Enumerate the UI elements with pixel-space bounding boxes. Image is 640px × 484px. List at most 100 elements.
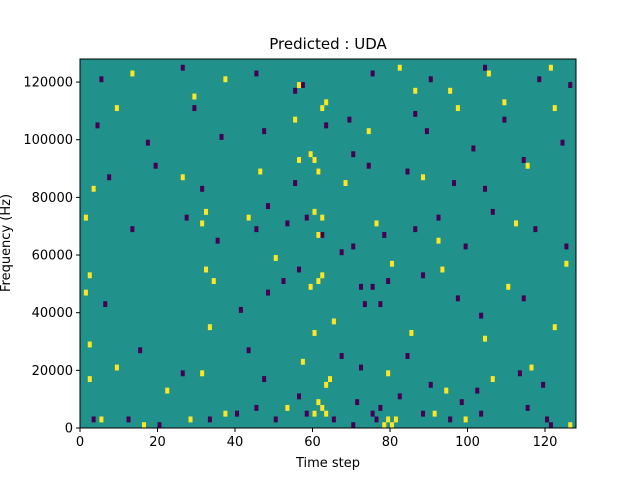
heatmap-cell <box>521 295 526 302</box>
heatmap-cell <box>424 128 429 135</box>
heatmap-cell <box>95 122 100 129</box>
heatmap-cell <box>165 387 170 394</box>
heatmap-cell <box>297 266 302 273</box>
heatmap-cell <box>386 416 391 423</box>
heatmap-cell <box>409 329 414 336</box>
heatmap-cell <box>215 237 220 244</box>
heatmap-cell <box>293 116 298 123</box>
heatmap-cell <box>370 410 375 417</box>
heatmap-cell <box>378 301 383 308</box>
heatmap-cell <box>564 243 569 250</box>
heatmap-cell <box>107 174 112 181</box>
x-axis: 0 20 40 60 80 100 120 <box>76 428 558 450</box>
heatmap-cell <box>374 220 379 227</box>
heatmap-cell <box>552 324 557 331</box>
heatmap-cell <box>99 76 104 83</box>
heatmap-cell <box>200 220 205 227</box>
y-tick-label: 120000 <box>23 76 73 91</box>
heatmap-cell <box>83 214 88 221</box>
heatmap-cell <box>370 70 375 77</box>
y-axis-label: Frequency (Hz) <box>0 194 14 292</box>
heatmap-cell <box>331 318 336 325</box>
x-tick-label: 60 <box>304 435 321 450</box>
heatmap-cell <box>207 416 212 423</box>
heatmap-cell <box>432 410 437 417</box>
heatmap-cell <box>184 214 189 221</box>
heatmap-cell <box>83 289 88 296</box>
heatmap-cell <box>273 255 278 261</box>
heatmap-cell <box>316 231 321 238</box>
heatmap-cell <box>324 381 329 388</box>
heatmap-cell <box>87 341 92 348</box>
heatmap-cell <box>463 243 468 250</box>
heatmap-cell <box>308 283 313 290</box>
heatmap-cell <box>421 272 426 279</box>
plot-frame <box>79 58 577 429</box>
heatmap-cell <box>502 116 507 123</box>
heatmap-cell <box>211 278 216 285</box>
heatmap-cell <box>324 410 329 417</box>
heatmap-cell <box>351 422 356 429</box>
heatmap-cell <box>514 220 519 227</box>
y-tick-label: 0 <box>65 422 73 437</box>
heatmap-cell <box>374 416 379 423</box>
heatmap-cell <box>316 399 321 406</box>
heatmap-cell <box>87 272 92 279</box>
heatmap-cell <box>413 87 418 94</box>
heatmap-cell <box>378 404 383 411</box>
heatmap-cell <box>455 105 460 112</box>
y-tick-label: 80000 <box>32 191 73 206</box>
heatmap-cell <box>254 70 259 77</box>
x-tick-label: 0 <box>76 435 84 450</box>
heatmap-cell <box>548 422 553 429</box>
heatmap-cell <box>200 185 205 192</box>
heatmap-cell <box>180 370 185 377</box>
heatmap-cell <box>475 387 480 394</box>
heatmap-cell <box>390 422 395 429</box>
heatmap-cell <box>130 70 135 77</box>
heatmap-cell <box>405 168 410 175</box>
heatmap-cell <box>525 404 530 411</box>
heatmap-cell <box>479 410 484 417</box>
x-tick-label: 120 <box>533 435 558 450</box>
heatmap-cell <box>266 203 271 210</box>
heatmap-cell <box>359 283 364 290</box>
heatmap-cell <box>521 157 526 163</box>
y-tick-label: 100000 <box>23 133 73 148</box>
heatmap-cell <box>153 162 158 169</box>
heatmap-cell <box>351 151 356 158</box>
heatmap-cell <box>359 364 364 371</box>
heatmap-cell <box>320 214 325 221</box>
heatmap-cell <box>568 82 573 88</box>
heatmap-cell <box>393 416 398 423</box>
heatmap-cell <box>405 353 410 359</box>
heatmap-cell <box>312 208 317 215</box>
heatmap-cell <box>386 370 391 377</box>
heatmap-cell <box>246 347 251 354</box>
heatmap-cell <box>204 208 209 215</box>
heatmap-cell <box>223 76 228 83</box>
heatmap-cell <box>262 128 267 135</box>
heatmap-cell <box>320 105 325 112</box>
heatmap-cell <box>506 283 511 290</box>
heatmap-cell <box>463 416 468 423</box>
heatmap-cell <box>316 278 321 285</box>
heatmap-cell <box>366 162 371 169</box>
heatmap-cell <box>145 139 150 146</box>
heatmap-cell <box>324 99 329 106</box>
heatmap-cell <box>320 231 325 238</box>
heatmap-cell <box>238 306 243 313</box>
heatmap-cell <box>537 76 542 83</box>
heatmap-cell <box>386 278 391 285</box>
heatmap-cell <box>568 422 573 429</box>
x-tick-label: 20 <box>149 435 166 450</box>
heatmap-cell <box>304 214 309 221</box>
x-tick-label: 100 <box>455 435 480 450</box>
heatmap-cell <box>366 128 371 135</box>
heatmap-cell <box>347 116 352 123</box>
plot-area <box>79 58 577 429</box>
heatmap-cell <box>428 76 433 83</box>
y-axis: 0 20000 40000 60000 80000 100000 120000 <box>23 76 80 437</box>
heatmap-cell <box>436 214 441 221</box>
